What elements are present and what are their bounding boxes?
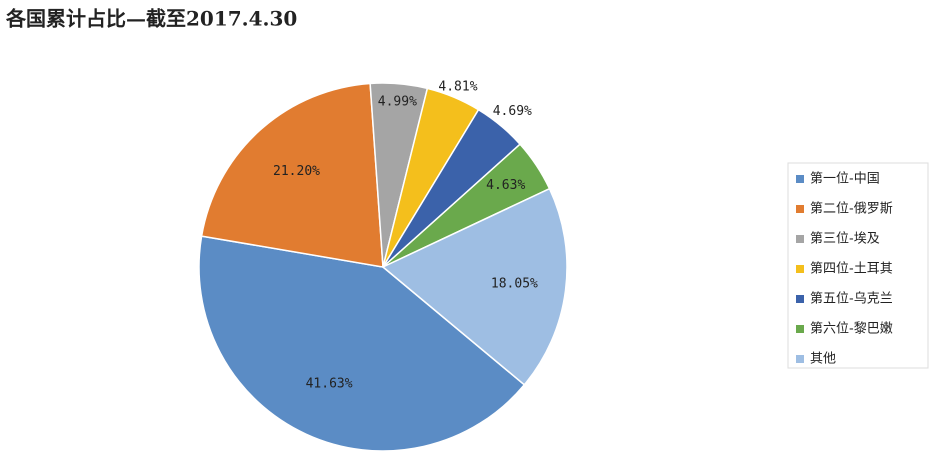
pie-slice bbox=[381, 187, 568, 386]
legend-swatch bbox=[796, 325, 804, 333]
data-label: 4.69% bbox=[493, 104, 532, 119]
legend-label: 第六位-黎巴嫩 bbox=[810, 322, 893, 337]
legend-label: 第五位-乌克兰 bbox=[810, 291, 893, 307]
chart-title: 各国累计占比—截至2017.4.30 bbox=[5, 7, 297, 31]
legend-swatch bbox=[796, 235, 804, 243]
legend-label: 第一位-中国 bbox=[810, 172, 880, 187]
legend-swatch bbox=[796, 205, 804, 213]
data-label: 41.63% bbox=[306, 376, 353, 391]
legend-swatch bbox=[796, 355, 804, 363]
legend-label: 其他 bbox=[810, 352, 836, 367]
legend-box bbox=[787, 162, 929, 369]
legend-label: 第三位-埃及 bbox=[810, 232, 880, 247]
data-label: 21.20% bbox=[273, 164, 320, 179]
pie-slice bbox=[200, 82, 384, 268]
data-label: 18.05% bbox=[491, 276, 538, 291]
data-label: 4.81% bbox=[438, 79, 477, 94]
data-label: 4.99% bbox=[378, 95, 417, 110]
legend-label: 第二位-俄罗斯 bbox=[810, 202, 893, 217]
legend-swatch bbox=[796, 295, 804, 303]
data-label: 4.63% bbox=[486, 178, 525, 193]
pie-slice bbox=[198, 235, 526, 452]
legend-swatch bbox=[796, 265, 804, 273]
legend-swatch bbox=[796, 175, 804, 183]
legend-label: 第四位-土耳其 bbox=[810, 262, 893, 277]
